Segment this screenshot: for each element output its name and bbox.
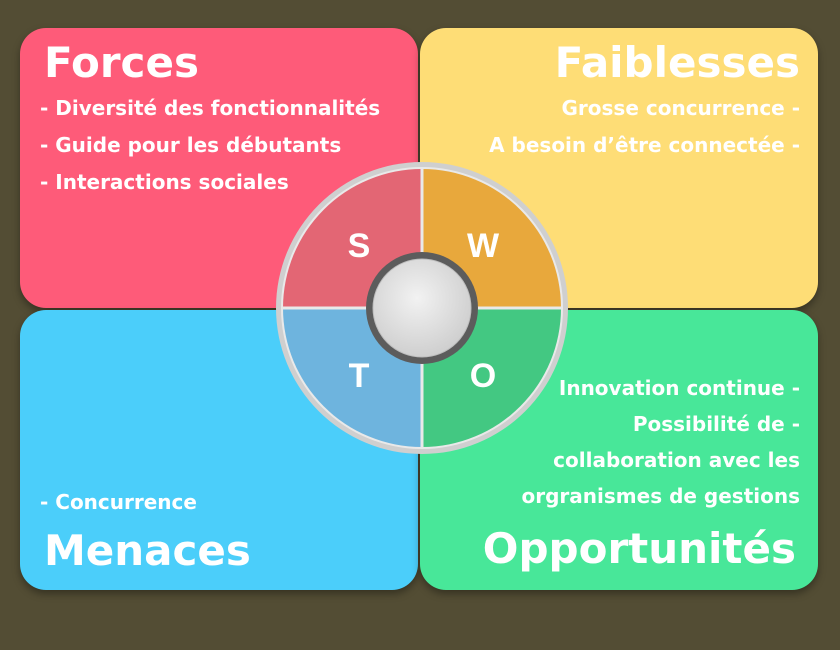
opportunities-item: orgranismes de gestions <box>521 484 800 508</box>
weaknesses-list: Grosse concurrence - A besoin d’être con… <box>489 90 800 164</box>
letter-w: W <box>466 227 500 265</box>
weaknesses-item: Grosse concurrence - <box>561 96 801 120</box>
threats-list: - Concurrence <box>40 484 197 521</box>
strengths-list: - Diversité des fonctionnalités - Guide … <box>40 90 380 201</box>
threats-title: Menaces <box>44 526 251 575</box>
letter-t: T <box>348 357 370 395</box>
weaknesses-title: Faiblesses <box>554 38 800 87</box>
weaknesses-item: A besoin d’être connectée - <box>489 133 800 157</box>
swot-wheel: S W T O <box>272 158 572 458</box>
swot-wheel-graphic <box>276 162 568 454</box>
opportunities-item: Innovation continue - <box>558 376 800 400</box>
strengths-item: - Diversité des fonctionnalités <box>40 96 381 120</box>
letter-s: S <box>347 227 371 265</box>
letter-o: O <box>469 357 497 395</box>
opportunities-item: collaboration avec les <box>553 448 800 472</box>
strengths-quadrant: Forces - Diversité des fonctionnalités -… <box>20 28 418 308</box>
strengths-item: - Guide pour les débutants <box>40 133 342 157</box>
opportunities-list: Innovation continue - Possibilité de - c… <box>522 370 800 514</box>
opportunities-title: Opportunités <box>482 524 796 573</box>
threats-item: - Concurrence <box>40 490 197 514</box>
opportunities-quadrant: Innovation continue - Possibilité de - c… <box>420 310 818 590</box>
strengths-item: - Interactions sociales <box>40 170 289 194</box>
weaknesses-quadrant: Faiblesses Grosse concurrence - A besoin… <box>420 28 818 308</box>
opportunities-item: Possibilité de - <box>632 412 800 436</box>
strengths-title: Forces <box>44 38 199 87</box>
